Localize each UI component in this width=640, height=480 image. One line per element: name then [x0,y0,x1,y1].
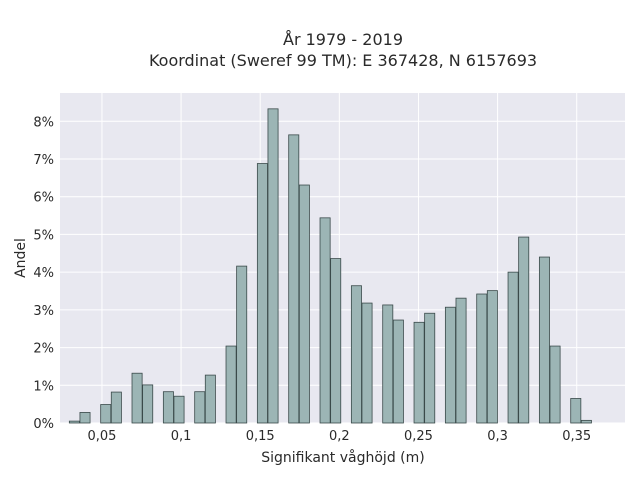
y-axis-label: Andel [13,238,29,278]
y-tick-label: 1% [33,379,54,394]
histogram-bar [455,297,467,424]
histogram-bar [518,236,530,424]
histogram-bar [444,306,456,424]
y-tick-label: 3% [33,304,54,319]
histogram-bar [570,398,582,424]
histogram-bar [68,420,80,424]
histogram-bar [350,285,362,424]
x-axis-label: Signifikant våghöjd (m) [261,449,424,466]
histogram-bar [142,384,154,424]
histogram-bar [194,391,206,424]
y-tick-label: 7% [33,153,54,168]
x-tick-label: 0,35 [562,429,591,444]
histogram-bar [319,217,331,424]
chart-title: År 1979 - 2019 [283,30,403,49]
histogram-bar [256,163,268,424]
histogram-bar [424,312,436,424]
histogram-bar [236,265,248,424]
histogram-bar [382,304,394,424]
y-tick-label: 6% [33,191,54,206]
histogram-bar [131,372,143,424]
x-tick-label: 0,15 [246,429,275,444]
histogram-bar [298,184,310,424]
x-tick-label: 0,2 [329,429,350,444]
x-tick-label: 0,1 [171,429,192,444]
histogram-bar [288,134,300,424]
y-axis-ticks: 0% 1% 2% 3% 4% 5% 6% 7% 8% [33,115,54,432]
histogram-bar [267,108,279,424]
histogram-bar [110,391,122,424]
histogram-bar [476,293,488,424]
y-tick-label: 0% [33,417,54,432]
x-tick-label: 0,3 [487,429,508,444]
histogram-bar [100,404,112,424]
histogram-bar [538,256,550,424]
histogram-bar [79,412,91,424]
histogram-bar [392,319,404,424]
y-tick-label: 4% [33,266,54,281]
y-tick-label: 2% [33,342,54,357]
histogram-bar [486,290,498,424]
histogram-bar [580,419,592,424]
y-tick-label: 5% [33,228,54,243]
histogram-bar [204,374,216,424]
plot-area [60,93,625,423]
x-tick-label: 0,05 [87,429,116,444]
histogram-bar [162,391,174,424]
histogram-bar [173,395,185,424]
histogram-bar [413,321,425,424]
x-tick-label: 0,25 [404,429,433,444]
histogram-bar [361,302,373,424]
y-tick-label: 8% [33,115,54,130]
histogram-bar [330,258,342,424]
histogram-bar [225,345,237,424]
grid [60,93,625,424]
chart-subtitle: Koordinat (Sweref 99 TM): E 367428, N 61… [149,51,537,70]
bars [68,108,592,424]
x-axis-ticks: 0,05 0,1 0,15 0,2 0,25 0,3 0,35 [87,429,591,444]
histogram-bar [549,345,561,424]
histogram-bar [507,271,519,424]
